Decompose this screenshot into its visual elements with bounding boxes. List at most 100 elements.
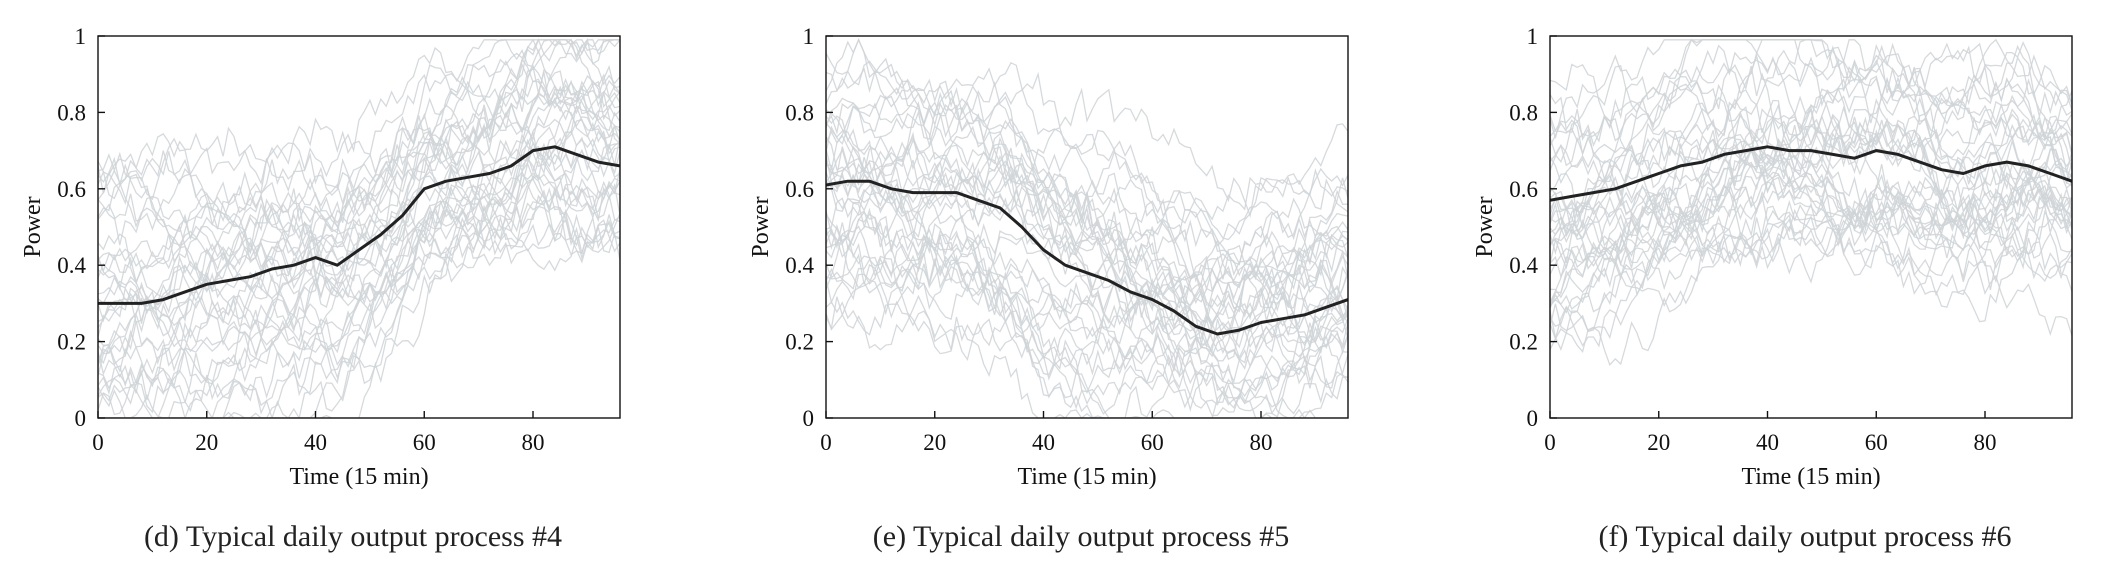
background-trace	[826, 294, 1348, 418]
background-trace	[98, 171, 620, 255]
background-trace	[826, 52, 1348, 266]
x-tick-label: 40	[1032, 430, 1055, 455]
background-trace	[1550, 200, 2072, 348]
y-tick-label: 1	[1527, 24, 1539, 49]
x-tick-label: 0	[92, 430, 104, 455]
x-tick-label: 80	[1974, 430, 1997, 455]
chart-panel-e: 0 0.2 0.4 0.6 0.8 1 0 20 40 60 80 Time (15 min) Powe…	[728, 0, 1434, 585]
background-trace	[1550, 166, 2072, 258]
background-trace	[1550, 38, 2072, 157]
y-tick-label: 0	[1527, 406, 1539, 431]
y-tick-label: 0.6	[1509, 177, 1538, 202]
x-tick-label: 60	[1141, 430, 1164, 455]
background-trace	[98, 161, 620, 418]
y-tick-label: 0.8	[57, 100, 86, 125]
x-tick-label: 0	[820, 430, 832, 455]
chart-caption-e: (e) Typical daily output process #5	[872, 520, 1290, 553]
background-trace	[826, 144, 1348, 349]
y-axis-label: Power	[748, 196, 774, 257]
background-trace	[826, 230, 1348, 395]
x-tick-label: 40	[1756, 430, 1779, 455]
y-tick-label: 0.2	[785, 330, 814, 355]
background-trace	[98, 39, 620, 255]
y-tick-label: 0.8	[785, 100, 814, 125]
background-trace	[1550, 137, 2072, 270]
y-tick-label: 0.2	[1509, 330, 1538, 355]
y-tick-label: 0	[75, 406, 87, 431]
x-axis-label: Time (15 min)	[1741, 464, 1880, 490]
background-trace	[1550, 80, 2072, 168]
x-tick-label: 60	[413, 430, 436, 455]
typical-curve-f	[1550, 145, 2072, 202]
background-trace	[98, 202, 620, 418]
chart-caption-d: (d) Typical daily output process #4	[143, 520, 563, 553]
background-trace	[1550, 144, 2072, 299]
background-trace	[98, 80, 620, 340]
background-trace	[826, 148, 1348, 241]
background-trace	[826, 280, 1348, 418]
typical-curve-e	[826, 179, 1348, 336]
background-trace	[1550, 39, 2072, 183]
background-trace	[1550, 148, 2072, 276]
background-trace	[826, 195, 1348, 338]
y-tick-label: 0.8	[1509, 100, 1538, 125]
background-trace	[826, 125, 1348, 383]
background-trace	[826, 235, 1348, 335]
background-traces-f	[1550, 38, 2072, 367]
background-traces-e	[826, 38, 1348, 418]
background-trace	[826, 84, 1348, 358]
background-trace	[826, 136, 1348, 338]
y-tick-label: 1	[75, 24, 87, 49]
background-trace	[1550, 166, 2072, 350]
chart-f-svg: 0 0.2 0.4 0.6 0.8 1 0 20 40 60 80 Time (15 min) Powe…	[1472, 24, 2073, 490]
background-trace	[1550, 199, 2072, 314]
y-tick-label: 0.4	[57, 253, 86, 278]
chart-panel-d: 0 0.2 0.4 0.6 0.8 1 0 20 40 60 80 Time (15 min) Powe…	[0, 0, 706, 585]
x-tick-label: 0	[1544, 430, 1556, 455]
background-trace	[1550, 181, 2072, 291]
background-trace	[98, 57, 620, 338]
y-axis-label: Power	[1472, 196, 1498, 257]
y-axis-label: Power	[20, 196, 46, 257]
x-tick-label: 20	[195, 430, 218, 455]
typical-curve-d	[98, 145, 620, 305]
background-trace	[1550, 87, 2072, 231]
background-trace	[98, 39, 620, 201]
background-trace	[826, 61, 1348, 300]
background-trace	[98, 69, 620, 291]
background-trace	[826, 71, 1348, 218]
background-trace	[826, 115, 1348, 355]
background-trace	[98, 37, 620, 364]
y-tick-label: 1	[803, 24, 815, 49]
x-tick-label: 20	[1647, 430, 1670, 455]
x-tick-label: 80	[522, 430, 545, 455]
y-tick-label: 0	[803, 406, 815, 431]
plot-frame-d	[97, 35, 621, 419]
background-trace	[98, 170, 620, 330]
y-tick-label: 0.6	[57, 177, 86, 202]
background-trace	[98, 92, 620, 366]
background-trace	[826, 160, 1348, 314]
chart-panel-f: 0 0.2 0.4 0.6 0.8 1 0 20 40 60 80 Time (15 min) Powe…	[1452, 0, 2118, 585]
x-tick-label: 60	[1865, 430, 1888, 455]
background-trace	[98, 161, 620, 324]
background-trace	[1550, 140, 2072, 337]
chart-e-svg: 0 0.2 0.4 0.6 0.8 1 0 20 40 60 80 Time (15 min) Powe…	[748, 24, 1349, 490]
background-trace	[98, 219, 620, 412]
background-trace	[1550, 51, 2072, 224]
y-tick-label: 0.4	[1509, 253, 1538, 278]
background-trace	[98, 138, 620, 418]
background-trace	[826, 194, 1348, 349]
background-trace	[826, 256, 1348, 418]
background-trace	[826, 134, 1348, 360]
x-tick-label: 20	[923, 430, 946, 455]
x-tick-label: 80	[1250, 430, 1273, 455]
background-traces-d	[98, 37, 620, 418]
background-trace	[98, 64, 620, 262]
background-trace	[1550, 38, 2072, 303]
x-axis-label: Time (15 min)	[289, 464, 428, 490]
y-tick-label: 0.2	[57, 330, 86, 355]
x-tick-label: 40	[304, 430, 327, 455]
y-tick-label: 0.4	[785, 253, 814, 278]
